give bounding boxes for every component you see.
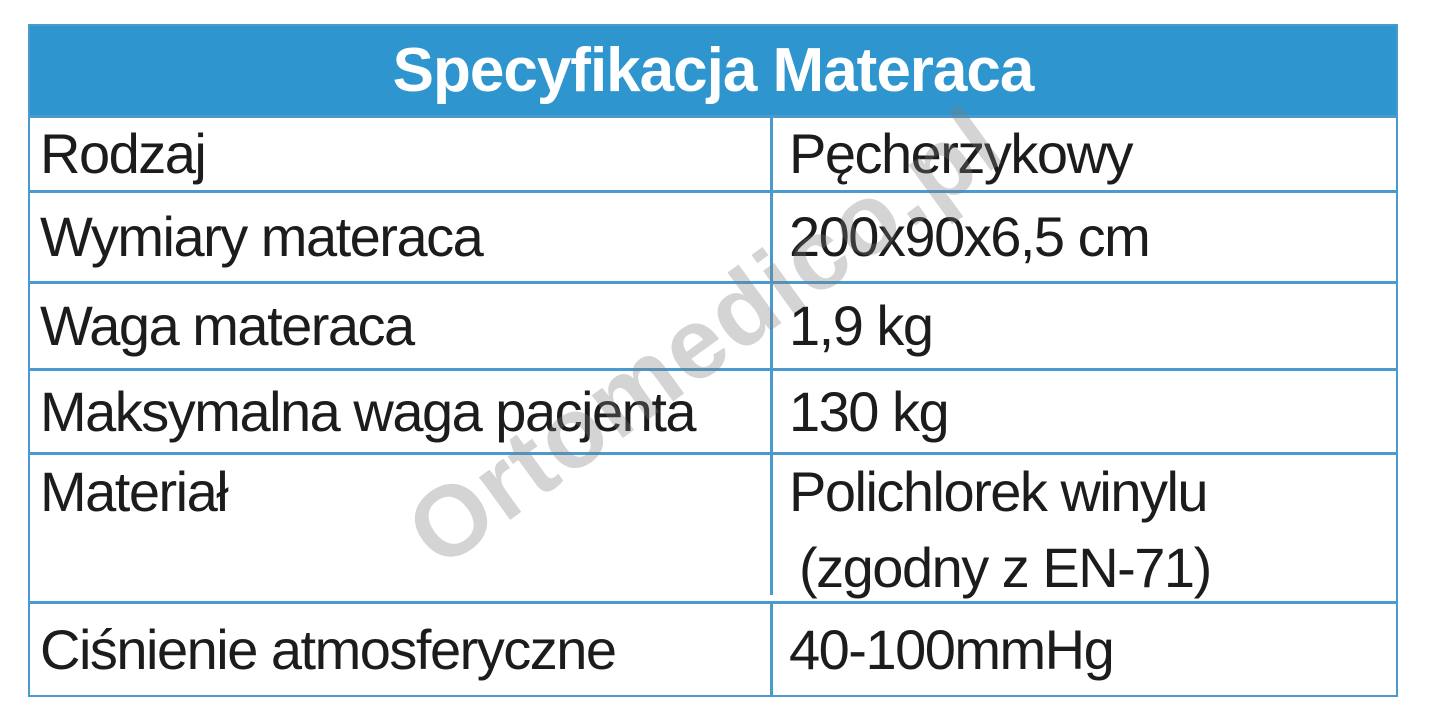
row-label: Wymiary materaca [30,193,773,281]
table-row: Materiał Polichlorek winylu (zgodny z EN… [30,452,1396,601]
row-value: 40-100mmHg [789,617,1115,681]
table-row: Rodzaj Pęcherzykowy [30,115,1396,190]
table-title-text: Specyfikacja Materaca [392,36,1035,105]
row-label: Maksymalna waga pacjenta [30,371,773,452]
spec-table: Specyfikacja Materaca Rodzaj Pęcherzykow… [28,24,1398,697]
row-value-line2: (zgodny z EN-71) [799,535,1212,599]
table-row: Ciśnienie atmosferyczne 40-100mmHg [30,601,1396,695]
row-label: Materiał [30,455,773,595]
table-row: Waga materaca 1,9 kg [30,281,1396,368]
row-value: 200x90x6,5 cm [789,205,1151,269]
row-label: Ciśnienie atmosferyczne [30,604,773,695]
row-value: 130 kg [789,379,950,443]
row-value-line1: Polichlorek winylu [789,460,1209,523]
row-value-multiline: Polichlorek winylu (zgodny z EN-71) [789,460,1212,599]
row-value: Polichlorek winylu (zgodny z EN-71) [773,455,1396,601]
row-label: Waga materaca [30,284,773,368]
row-value: Pęcherzykowy [789,122,1134,186]
row-value: 1,9 kg [789,294,934,358]
table-title: Specyfikacja Materaca [30,26,1396,115]
table-row: Maksymalna waga pacjenta 130 kg [30,368,1396,452]
row-label: Rodzaj [30,118,773,190]
table-row: Wymiary materaca 200x90x6,5 cm [30,190,1396,281]
